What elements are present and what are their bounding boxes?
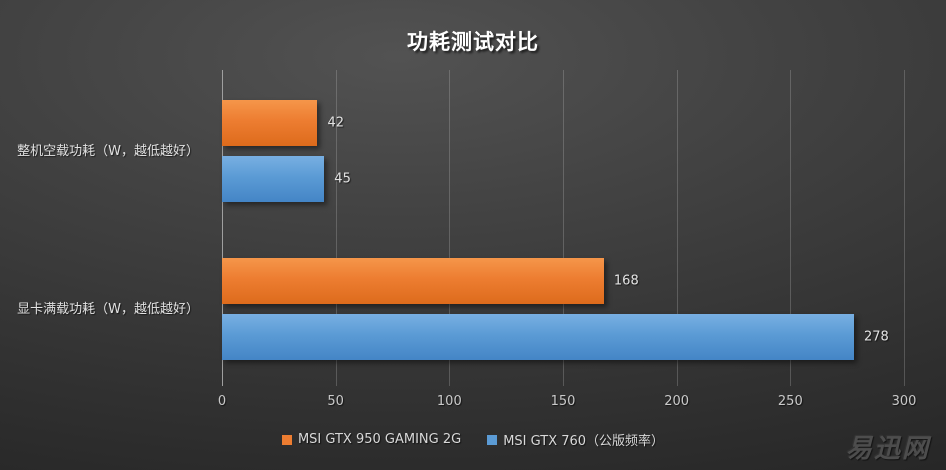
category-axis: 整机空载功耗（W，越低越好） 显卡满载功耗（W，越低越好）: [0, 70, 207, 386]
bar-series-1-cat-0: 45: [222, 156, 351, 202]
legend-label-gtx950: MSI GTX 950 GAMING 2G: [297, 432, 462, 447]
bar-value-label: 42: [327, 115, 345, 131]
legend-item-gtx760: MSI GTX 760（公版频率）: [487, 430, 664, 449]
bar-series-0-cat-0: 42: [222, 100, 344, 146]
x-tick-label-200: 200: [664, 394, 690, 409]
legend-swatch-orange-icon: [281, 434, 292, 445]
gridline-300: [904, 70, 905, 386]
x-tick-label-50: 50: [327, 394, 344, 409]
category-label-1: 显卡满载功耗（W，越低越好）: [17, 301, 199, 317]
x-tick-label-0: 0: [217, 394, 227, 409]
x-tick-label-250: 250: [777, 394, 803, 409]
gridline-50: [335, 70, 337, 386]
x-tick-label-100: 100: [436, 394, 462, 409]
plot-area: 42 45 168 278: [222, 70, 905, 386]
bar-value-label: 168: [613, 273, 639, 289]
gridline-200: [676, 70, 678, 386]
gridline-250: [790, 70, 792, 386]
x-tick-label-300: 300: [891, 394, 917, 409]
bar-value-label: 45: [334, 171, 351, 187]
chart-title: 功耗测试对比: [407, 30, 539, 54]
legend-swatch-blue-icon: [487, 434, 498, 445]
gridline-150: [563, 70, 564, 386]
bar-series-0-cat-1: 168: [222, 258, 639, 304]
legend: MSI GTX 950 GAMING 2G MSI GTX 760（公版频率）: [0, 430, 946, 449]
y-axis-line: [222, 70, 223, 386]
legend-item-gtx950: MSI GTX 950 GAMING 2G: [281, 432, 462, 447]
bar-value-label: 278: [863, 329, 889, 345]
category-label-0: 整机空载功耗（W，越低越好）: [17, 143, 199, 159]
x-tick-label-150: 150: [550, 394, 576, 409]
watermark-yixun-logo: 易迅网: [845, 434, 930, 464]
x-axis: 0 50 100 150 200 250 300: [0, 394, 946, 410]
bar-series-1-cat-1: 278: [222, 314, 889, 360]
legend-label-gtx760: MSI GTX 760（公版频率）: [503, 434, 665, 449]
gridline-100: [449, 70, 451, 386]
